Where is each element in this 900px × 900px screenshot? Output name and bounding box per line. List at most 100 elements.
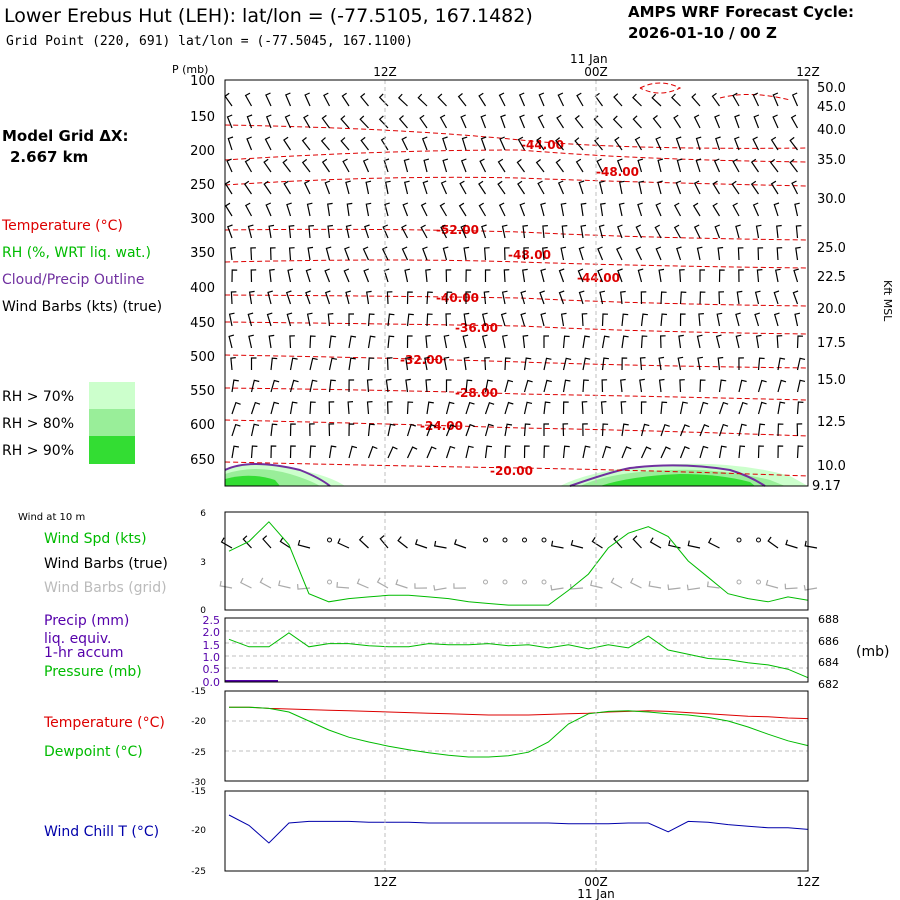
wind-barb <box>224 202 233 217</box>
wind-barb <box>401 246 409 261</box>
wind-barb <box>387 423 396 437</box>
wind-barb <box>732 92 740 107</box>
wind-barb <box>735 334 742 349</box>
wind-barb <box>635 246 643 261</box>
wind-barb <box>658 378 665 393</box>
wind-barb <box>231 423 241 437</box>
wind-barb <box>304 92 311 107</box>
wind-barb <box>309 423 315 437</box>
wind-barb <box>679 269 685 283</box>
wind-barb <box>500 312 507 327</box>
wind-barb-true <box>551 540 564 549</box>
bottom-tick-12z-a: 12Z <box>373 875 397 889</box>
wind-barb <box>750 180 759 195</box>
legend-hr-accum: 1-hr accum <box>44 645 124 661</box>
wind-barb <box>463 312 470 327</box>
wind-barb <box>270 379 280 393</box>
precip-y-tick: 2.0 <box>203 626 221 639</box>
wind-barb <box>230 291 237 305</box>
wind-barb <box>580 202 587 217</box>
wind-barb <box>439 202 448 217</box>
wind-barb <box>769 158 779 173</box>
wind-barb <box>752 92 760 107</box>
precip-panel-frame <box>224 617 809 683</box>
wind-barb <box>303 180 311 195</box>
wind-at-10m-label: Wind at 10 m <box>18 512 85 523</box>
wind-y-tick: 6 <box>200 509 206 519</box>
wind-barb <box>478 92 487 107</box>
wind-barb <box>597 268 604 283</box>
wind-barb <box>639 357 646 371</box>
wind-barb <box>752 136 760 151</box>
wind-barb <box>504 423 513 437</box>
wind-barb <box>328 423 335 437</box>
wind-barb <box>738 379 747 393</box>
wind-barb <box>478 180 487 195</box>
wind-barb-grid <box>803 584 818 591</box>
pressure-y-tick: 684 <box>818 656 839 669</box>
wind-barb <box>673 202 682 217</box>
wind-barb <box>796 423 803 437</box>
wind-barb <box>738 423 747 437</box>
wind-barb-true <box>785 539 798 549</box>
p-tick: 150 <box>190 110 215 125</box>
wind-barb <box>772 92 779 107</box>
wind-barb <box>770 136 779 151</box>
wind-barb <box>658 268 665 283</box>
wind-barb <box>387 335 395 349</box>
wind-barb <box>789 136 798 151</box>
wind-barb <box>522 268 528 283</box>
wind-barb <box>481 334 488 349</box>
wind-barb <box>250 423 260 437</box>
wind-barb <box>348 379 355 393</box>
wind-barb <box>712 180 721 195</box>
wind-barb <box>442 246 449 261</box>
wind-barb <box>283 180 292 195</box>
wind-barb-calm <box>502 537 508 543</box>
wind-barb-true <box>767 536 779 549</box>
wind-barb <box>795 225 802 239</box>
wind-barb <box>756 269 763 283</box>
wind-barb <box>754 312 760 327</box>
wind-barb <box>465 379 473 393</box>
wind-barb <box>621 335 629 349</box>
wind-barb <box>365 180 372 195</box>
wind-barb-calm <box>327 537 332 543</box>
wind-barb <box>516 158 525 173</box>
wind-barb-grid <box>784 583 798 590</box>
wind-barb <box>660 423 670 437</box>
wind-barb-grid <box>706 581 720 589</box>
wind-barb <box>593 115 603 129</box>
wind-barb <box>660 446 671 459</box>
wind-barb <box>286 312 293 327</box>
isotherm-label: -24.00 <box>420 419 463 433</box>
wind-barb <box>423 158 430 173</box>
wind-barb <box>556 114 565 129</box>
height-axis-label: Kft MSL <box>881 280 894 322</box>
wind-barb <box>403 180 410 195</box>
height-tick: 45.0 <box>817 100 846 115</box>
p-tick: 400 <box>190 281 215 296</box>
wind-barb <box>267 290 273 305</box>
wind-barb <box>248 290 255 305</box>
p-tick: 300 <box>190 212 215 227</box>
wind-barb <box>600 401 607 415</box>
wind-barb-true <box>414 539 428 549</box>
wind-barb-grid-calm <box>736 579 742 585</box>
p-tick: 450 <box>190 316 215 331</box>
wind-barb <box>366 290 372 305</box>
wind-barb <box>655 246 662 261</box>
wind-barb-grid-calm <box>541 579 547 585</box>
wind-barb <box>790 114 799 129</box>
wind-barb <box>264 136 272 151</box>
wind-barb <box>460 158 467 173</box>
wind-barb <box>693 224 701 239</box>
wind-barb <box>601 379 608 393</box>
wind-barb <box>244 202 253 217</box>
wind-barb <box>637 268 644 283</box>
wind-barb <box>523 247 529 261</box>
wind-barb-grid-calm <box>756 579 761 585</box>
wind-barb <box>445 445 456 459</box>
wind-barb <box>537 114 545 129</box>
